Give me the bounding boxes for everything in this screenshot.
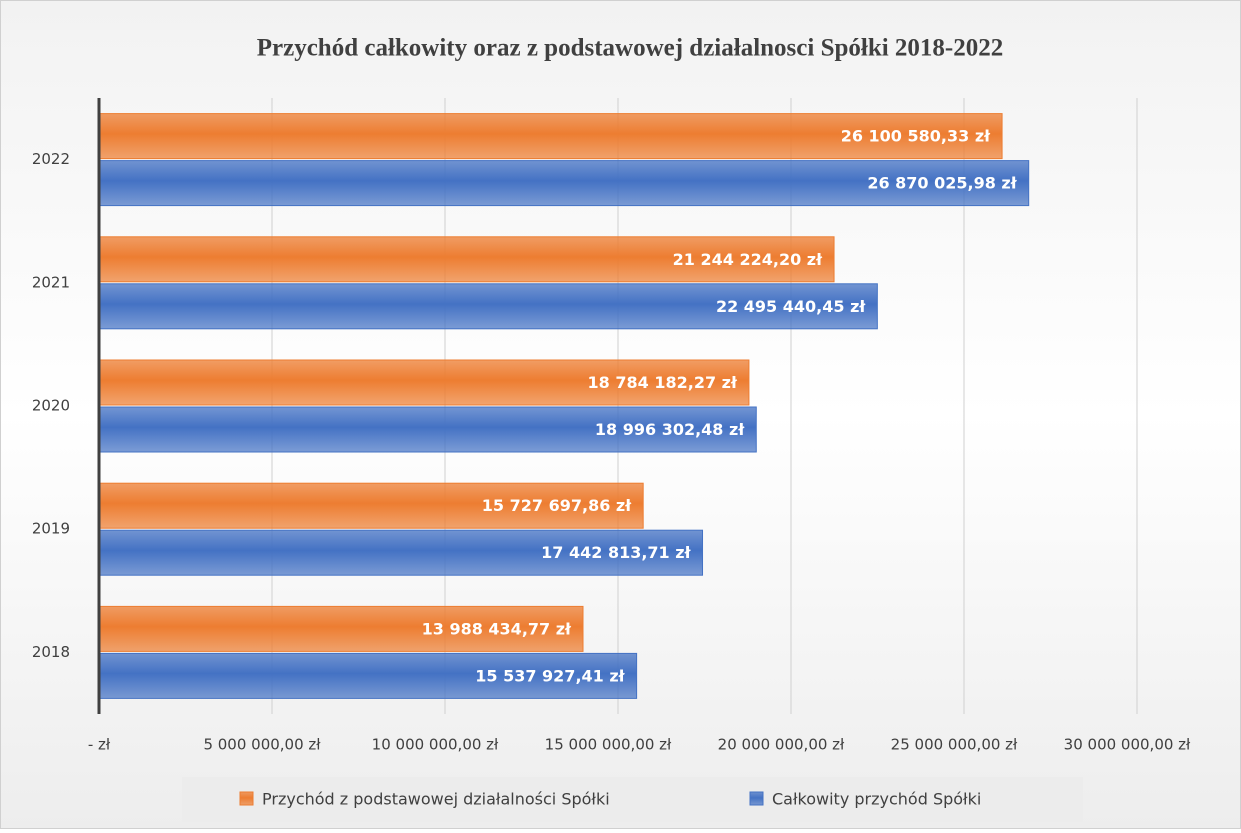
y-tick-label: 2022	[32, 150, 70, 168]
value-label: 15 537 927,41 zł	[475, 666, 625, 685]
value-label: 26 100 580,33 zł	[841, 127, 991, 146]
value-label: 18 996 302,48 zł	[595, 420, 745, 439]
value-label: 17 442 813,71 zł	[541, 543, 691, 562]
value-label: 18 784 182,27 zł	[588, 373, 738, 392]
value-label: 26 870 025,98 zł	[867, 174, 1017, 193]
legend-box	[182, 777, 1083, 822]
y-tick-label: 2021	[32, 273, 70, 291]
bar	[98, 236, 835, 283]
value-label: 22 495 440,45 zł	[716, 297, 866, 316]
legend-label: Przychód z podstawowej działalności Spół…	[262, 790, 610, 809]
value-label: 15 727 697,86 zł	[482, 496, 632, 515]
x-tick-label: 25 000 000,00 zł	[891, 736, 1018, 754]
x-tick-label: 20 000 000,00 zł	[718, 736, 845, 754]
bar	[98, 283, 878, 330]
y-tick-label: 2020	[32, 397, 70, 415]
value-label: 13 988 434,77 zł	[422, 619, 572, 638]
legend-swatch	[239, 791, 254, 806]
x-tick-label: 30 000 000,00 zł	[1064, 736, 1191, 754]
bar	[98, 113, 1003, 160]
legend-label: Całkowity przychód Spółki	[772, 790, 981, 809]
bar	[98, 406, 757, 453]
chart-title: Przychód całkowity oraz z podstawowej dz…	[257, 35, 1004, 62]
bar	[98, 359, 750, 406]
bar	[98, 160, 1030, 207]
x-tick-label: 10 000 000,00 zł	[372, 736, 499, 754]
x-tick-label: 15 000 000,00 zł	[545, 736, 672, 754]
value-label: 21 244 224,20 zł	[673, 250, 823, 269]
x-tick-label: - zł	[88, 736, 111, 754]
legend-swatch	[749, 791, 764, 806]
y-tick-label: 2018	[32, 643, 70, 661]
x-tick-label: 5 000 000,00 zł	[203, 736, 321, 754]
y-tick-label: 2019	[32, 520, 70, 538]
